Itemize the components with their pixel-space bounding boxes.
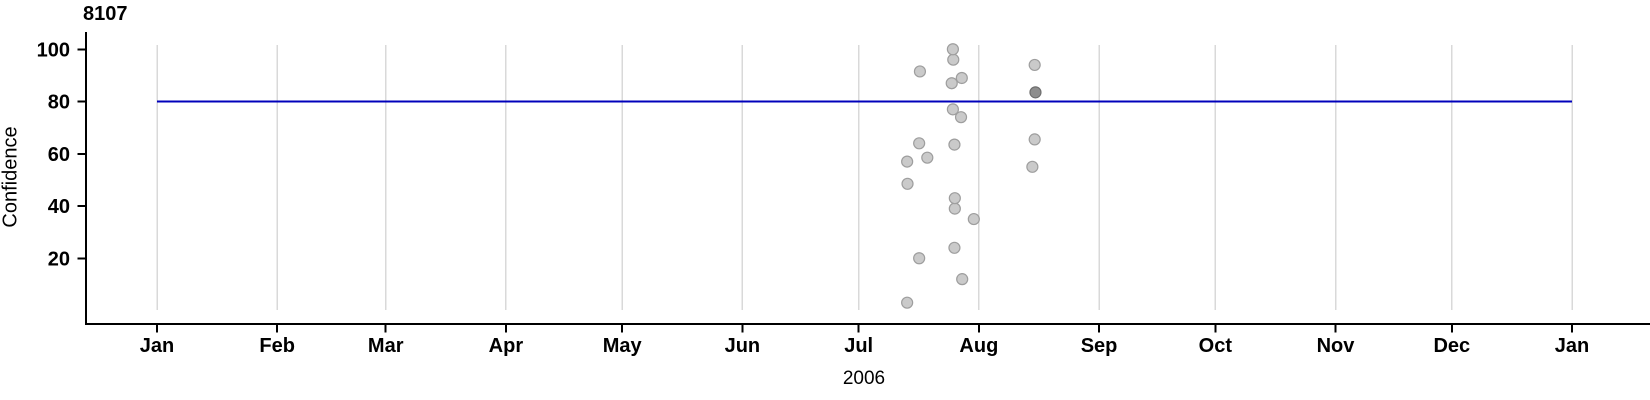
x-tick-label: Nov xyxy=(1317,335,1356,357)
data-point xyxy=(948,192,961,205)
y-tick-label: 60 xyxy=(48,144,70,166)
y-tick-label: 80 xyxy=(48,92,70,114)
x-tick-label: May xyxy=(603,335,643,357)
x-tick-label: Jun xyxy=(725,335,761,357)
data-point xyxy=(1029,86,1042,99)
x-tick-label: Jan xyxy=(140,335,174,357)
data-point xyxy=(913,252,926,265)
x-tick-label: Jan xyxy=(1555,335,1589,357)
x-axis-label: 2006 xyxy=(842,368,886,389)
data-point xyxy=(955,71,968,85)
y-tick-label: 40 xyxy=(48,196,70,218)
data-point xyxy=(945,77,958,90)
data-point xyxy=(947,53,960,66)
data-point xyxy=(901,296,914,309)
data-point xyxy=(913,65,927,78)
y-tick-label: 100 xyxy=(37,39,70,61)
data-point xyxy=(1026,160,1039,173)
data-point xyxy=(1028,133,1041,146)
data-point xyxy=(946,103,959,116)
x-tick-label: Apr xyxy=(489,335,524,357)
data-point xyxy=(1028,58,1041,72)
chart-title: 8107 xyxy=(83,3,128,25)
x-tick-label: Dec xyxy=(1433,335,1470,357)
data-point xyxy=(954,111,968,124)
x-tick-label: Sep xyxy=(1081,335,1118,357)
data-point xyxy=(901,177,914,190)
data-point xyxy=(913,137,926,150)
data-point xyxy=(956,273,969,286)
x-tick-label: Feb xyxy=(259,335,295,357)
x-tick-label: Mar xyxy=(368,335,404,357)
data-point xyxy=(921,151,934,164)
data-point xyxy=(948,241,961,254)
data-point xyxy=(901,155,914,168)
x-tick-label: Aug xyxy=(959,335,998,357)
x-tick-label: Jul xyxy=(844,335,873,357)
data-point xyxy=(948,202,961,215)
y-axis-label: Confidence xyxy=(0,126,22,228)
y-tick-label: 20 xyxy=(48,248,70,270)
data-point xyxy=(948,138,961,151)
data-point xyxy=(967,212,980,226)
data-point xyxy=(946,43,959,56)
x-tick-label: Oct xyxy=(1199,335,1233,357)
